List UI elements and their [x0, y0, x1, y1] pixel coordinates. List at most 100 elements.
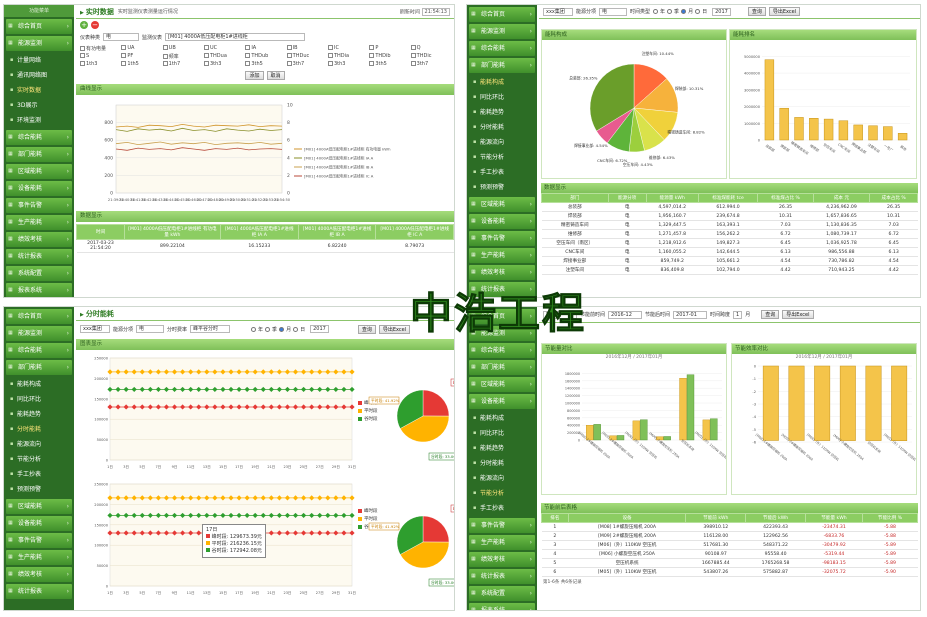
dept-select[interactable]: xxx集团 [543, 7, 573, 16]
data-point[interactable] [236, 495, 242, 501]
checkbox-icon[interactable] [369, 53, 375, 58]
parameter-checkbox[interactable]: IC [327, 45, 367, 52]
data-point[interactable] [188, 512, 194, 519]
checkbox-icon[interactable] [80, 61, 85, 66]
sidebar-item-top[interactable]: 综合首页 [469, 309, 535, 324]
parameter-checkbox[interactable]: 1th3 [80, 61, 119, 67]
sidebar-subitem[interactable]: 能耗趋势 [467, 105, 537, 120]
sidebar-item-top[interactable]: 综合首页 [469, 7, 535, 22]
cancel-button[interactable]: 取消 [266, 71, 285, 80]
parameter-checkbox[interactable]: THDua [203, 53, 243, 60]
data-point[interactable] [333, 404, 339, 410]
meter-type-select[interactable]: 电 [103, 33, 140, 41]
sidebar-subitem[interactable]: 节能分析 [467, 486, 537, 501]
sidebar-subitem[interactable]: 同比环比 [4, 392, 74, 407]
parameter-checkbox[interactable]: Q [410, 45, 450, 52]
data-point[interactable] [171, 512, 178, 519]
dept-select[interactable]: xxx集团 [80, 325, 110, 333]
sidebar-item[interactable]: 报表系统 [6, 283, 72, 297]
query-button[interactable]: 查询 [357, 324, 376, 334]
checkbox-icon[interactable] [327, 53, 333, 58]
sidebar-item-dept-energy[interactable]: 部门能耗 [469, 58, 535, 73]
export-button[interactable]: 导出Excel [378, 324, 411, 334]
checkbox-icon[interactable] [162, 54, 168, 59]
radio-icon[interactable] [667, 9, 673, 14]
energy-type-select[interactable]: 电 [599, 7, 628, 16]
data-point[interactable] [333, 530, 339, 536]
data-point[interactable] [349, 369, 355, 375]
parameter-checkbox[interactable]: IA [245, 45, 284, 52]
sidebar-item[interactable]: 事件告警 [6, 533, 72, 548]
sidebar-item[interactable]: 设备能耗 [469, 214, 535, 229]
parameter-checkbox[interactable]: IB [286, 45, 326, 52]
sidebar-item-home[interactable]: 综合首页 [6, 19, 72, 34]
sidebar-item-top[interactable]: 能源监测 [469, 24, 535, 39]
checkbox-icon[interactable] [245, 45, 251, 50]
data-point[interactable] [131, 369, 137, 375]
data-point[interactable] [180, 512, 186, 519]
time-radio[interactable]: 年 [653, 9, 667, 15]
data-point[interactable] [317, 386, 323, 393]
sidebar-item-top[interactable]: 能源监测 [469, 326, 535, 341]
energy-type-select[interactable]: 电 [136, 325, 165, 333]
checkbox-icon[interactable] [80, 46, 85, 51]
checkbox-icon[interactable] [203, 53, 209, 58]
sidebar-item-top[interactable]: 综合能耗 [6, 343, 72, 358]
sidebar-subitem[interactable]: 手工抄表 [4, 467, 74, 482]
data-point[interactable] [333, 495, 339, 501]
parameter-checkbox[interactable]: UB [162, 45, 202, 52]
legend-item[interactable]: 峰时段 [358, 508, 378, 514]
sidebar-item[interactable]: 设备能耗 [6, 181, 72, 196]
parameter-checkbox[interactable]: 频率 [162, 53, 202, 60]
radio-icon[interactable] [279, 326, 285, 332]
sidebar-item[interactable]: 设备能耗 [6, 516, 72, 531]
export-button[interactable]: 导出Excel [768, 7, 801, 16]
sidebar-item[interactable]: 事件告警 [6, 198, 72, 213]
device-select[interactable]: 空压机 [543, 310, 577, 319]
parameter-checkbox[interactable]: UA [121, 45, 160, 52]
time-type-radios[interactable]: 年季月日 [653, 8, 709, 15]
sidebar-item[interactable]: 统计报表 [469, 282, 535, 297]
sidebar-item[interactable]: 部门能耗 [6, 147, 72, 162]
radio-icon[interactable] [265, 326, 271, 332]
sidebar-subitem[interactable]: 能耗构成 [467, 411, 537, 426]
radio-icon[interactable] [251, 326, 257, 332]
sidebar-item[interactable]: 区域能耗 [6, 499, 72, 514]
data-point[interactable] [188, 386, 194, 393]
data-point[interactable] [349, 495, 355, 501]
checkbox-icon[interactable] [286, 45, 292, 50]
parameter-checkbox[interactable]: THDic [410, 53, 450, 60]
sidebar-item-top[interactable]: 区域能耗 [469, 377, 535, 392]
sidebar-subitem[interactable]: 预测预警 [467, 180, 537, 195]
export-button[interactable]: 导出Excel [782, 310, 814, 319]
add-button[interactable]: 添加 [245, 71, 264, 80]
sidebar-subitem[interactable]: 能耗构成 [467, 75, 537, 90]
sidebar-item[interactable]: 生产能耗 [469, 535, 535, 550]
refresh-time-value[interactable]: 21:54:13 [421, 7, 450, 16]
checkbox-icon[interactable] [162, 61, 168, 66]
checkbox-icon[interactable] [121, 53, 127, 58]
data-point[interactable] [341, 495, 347, 501]
data-point[interactable] [147, 386, 153, 393]
data-point[interactable] [341, 369, 347, 375]
sidebar-subitem[interactable]: 节能分析 [467, 150, 537, 165]
span-input[interactable]: 1 [733, 310, 743, 319]
time-type-radios[interactable]: 年季月日 [251, 326, 307, 333]
parameter-checkbox[interactable]: 1th5 [121, 61, 160, 67]
checkbox-icon[interactable] [121, 61, 127, 66]
time-radio[interactable]: 年 [251, 326, 265, 333]
data-point[interactable] [155, 512, 161, 519]
checkbox-icon[interactable] [203, 61, 209, 66]
sidebar-item-top[interactable]: 部门能耗 [469, 360, 535, 375]
data-point[interactable] [196, 386, 202, 393]
add-icon[interactable]: + [80, 21, 88, 29]
data-point[interactable] [180, 386, 186, 393]
data-point[interactable] [163, 386, 170, 393]
data-point[interactable] [155, 386, 161, 393]
query-button[interactable]: 查询 [747, 7, 766, 16]
radio-icon[interactable] [681, 9, 687, 14]
data-point[interactable] [220, 369, 226, 375]
parameter-checkbox[interactable]: THDuc [286, 53, 326, 60]
remove-icon[interactable]: − [91, 21, 99, 29]
radio-icon[interactable] [653, 9, 659, 14]
